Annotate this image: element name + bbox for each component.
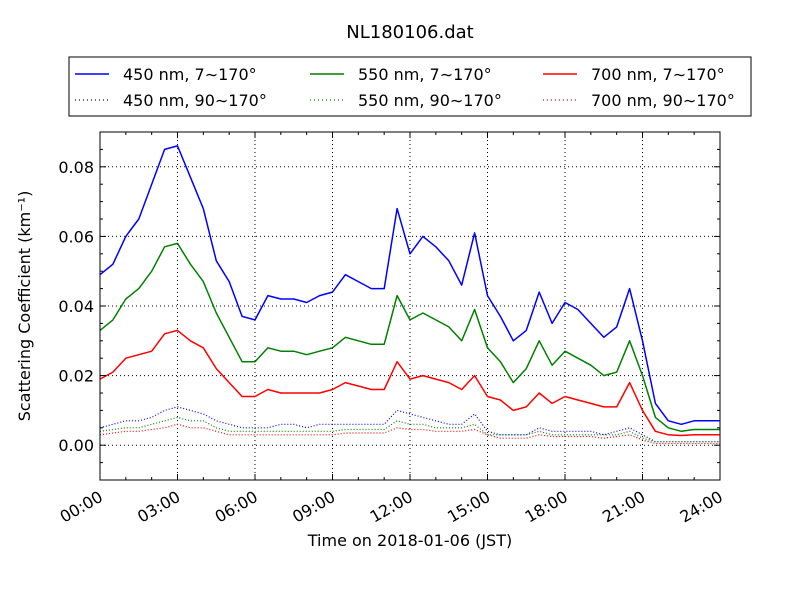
legend-label: 700 nm, 90∼170° <box>591 91 735 110</box>
y-tick-label: 0.02 <box>58 367 94 386</box>
y-tick-label: 0.06 <box>58 227 94 246</box>
x-tick-label: 15:00 <box>444 487 493 527</box>
x-tick-label: 03:00 <box>134 487 183 527</box>
x-axis-label: Time on 2018-01-06 (JST) <box>307 531 512 550</box>
legend-label: 450 nm, 7∼170° <box>123 65 257 84</box>
series-line <box>99 423 720 445</box>
y-tick-label: 0.04 <box>58 297 94 316</box>
legend-label: 550 nm, 7∼170° <box>358 65 492 84</box>
x-tick-label: 06:00 <box>212 487 261 527</box>
series-line <box>99 416 720 443</box>
series-line <box>99 242 720 433</box>
chart-title: NL180106.dat <box>346 22 473 43</box>
axis-ticks: 00:00 03:00 06:00 09:00 12:00 15:00 18:00 21:00… <box>57 132 726 527</box>
y-axis-label: Scattering Coefficient (km⁻¹) <box>15 191 34 422</box>
legend-box <box>68 56 752 117</box>
series-line <box>99 406 720 443</box>
y-tick-label: 0.08 <box>58 158 94 177</box>
series-lines <box>99 145 720 445</box>
legend-label: 550 nm, 90∼170° <box>358 91 502 110</box>
legend-label: 700 nm, 7∼170° <box>591 65 725 84</box>
x-tick-label: 21:00 <box>599 487 648 527</box>
series-line <box>99 145 720 426</box>
legend-label: 450 nm, 90∼170° <box>123 91 267 110</box>
x-tick-label: 24:00 <box>677 487 726 527</box>
x-tick-label: 09:00 <box>289 487 338 527</box>
x-tick-label: 12:00 <box>367 487 416 527</box>
x-tick-label: 00:00 <box>57 487 106 527</box>
series-line <box>99 329 720 437</box>
grid <box>100 132 720 480</box>
y-tick-label: 0.00 <box>58 436 94 455</box>
legend: 450 nm, 7∼170° 450 nm, 90∼170° 550 nm, 7∼1… <box>68 56 752 117</box>
x-tick-label: 18:00 <box>522 487 571 527</box>
